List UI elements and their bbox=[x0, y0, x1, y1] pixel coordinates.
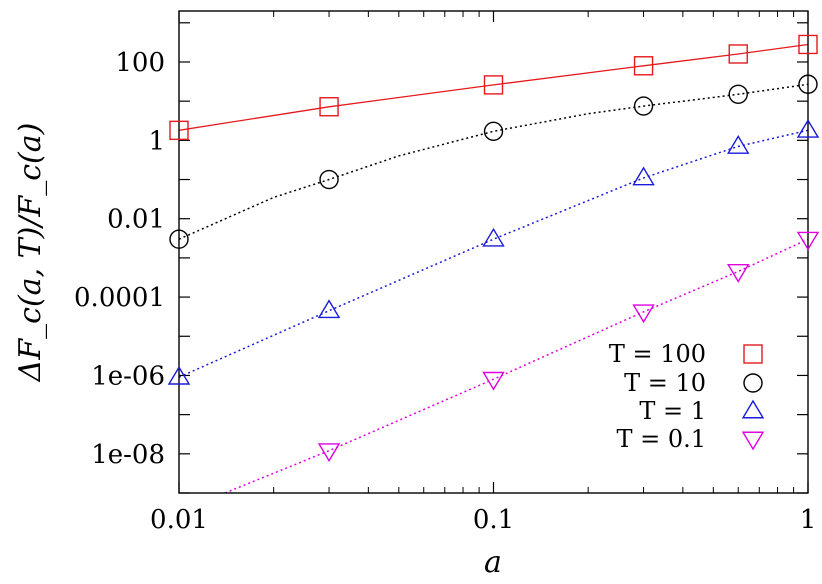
series-markers bbox=[317, 231, 820, 463]
data-point bbox=[632, 304, 655, 324]
x-axis-title: a bbox=[484, 545, 502, 580]
data-point bbox=[482, 371, 505, 391]
series-markers bbox=[169, 74, 818, 249]
data-point bbox=[798, 34, 818, 55]
y-tick-label: 0.01 bbox=[107, 205, 165, 235]
series-line bbox=[224, 238, 808, 493]
data-point bbox=[726, 135, 750, 154]
data-point bbox=[317, 443, 341, 463]
data-point bbox=[169, 120, 189, 141]
data-point bbox=[482, 227, 505, 247]
data-point bbox=[167, 365, 191, 385]
legend-marker bbox=[741, 399, 765, 419]
data-point bbox=[798, 74, 818, 94]
y-tick-label: 1e-06 bbox=[91, 361, 165, 391]
series-markers bbox=[167, 118, 820, 385]
series-markers bbox=[169, 34, 818, 141]
series-line bbox=[179, 43, 808, 131]
y-tick-label: 1 bbox=[148, 126, 165, 156]
legend-label: T = 100 bbox=[609, 340, 706, 368]
legend-marker bbox=[741, 431, 765, 451]
data-point bbox=[796, 118, 820, 138]
data-point bbox=[483, 121, 504, 142]
x-tick-label: 1 bbox=[800, 505, 817, 535]
data-point bbox=[728, 84, 748, 104]
legend-marker bbox=[743, 344, 763, 364]
y-axis-title: ΔF_c(a, T)/F_c(a) bbox=[13, 123, 48, 383]
data-point bbox=[633, 96, 654, 116]
legend-label: T = 10 bbox=[624, 369, 706, 397]
data-point bbox=[483, 75, 504, 95]
x-tick-label: 0.01 bbox=[150, 505, 208, 535]
legend-label: T = 0.1 bbox=[616, 425, 706, 453]
data-point bbox=[633, 56, 654, 76]
data-point bbox=[319, 97, 339, 117]
x-tick-label: 0.1 bbox=[473, 505, 514, 535]
series-line bbox=[179, 129, 808, 378]
data-point bbox=[726, 264, 750, 283]
legend-label: T = 1 bbox=[639, 397, 706, 425]
data-point bbox=[319, 169, 339, 190]
axis-ticks: 0.01 0.1 1 1e-08 1e-06 0.0001 0.01 1 100 bbox=[74, 11, 816, 535]
y-tick-label: 100 bbox=[115, 48, 165, 78]
y-tick-label: 1e-08 bbox=[91, 440, 165, 470]
y-tick-label: 0.0001 bbox=[74, 283, 165, 313]
legend-marker bbox=[743, 373, 763, 393]
data-point bbox=[169, 229, 189, 249]
data-point bbox=[796, 231, 820, 251]
data-point bbox=[632, 166, 655, 186]
data-point bbox=[317, 299, 341, 319]
data-point bbox=[728, 44, 748, 64]
plot-area bbox=[179, 43, 808, 493]
